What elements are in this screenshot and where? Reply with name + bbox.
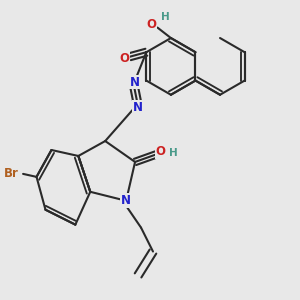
Text: O: O bbox=[146, 18, 157, 31]
Text: N: N bbox=[121, 194, 131, 207]
Text: N: N bbox=[132, 101, 142, 114]
Text: N: N bbox=[129, 76, 140, 88]
Text: H: H bbox=[160, 12, 169, 22]
Text: Br: Br bbox=[4, 167, 19, 180]
Text: O: O bbox=[119, 52, 129, 65]
Text: O: O bbox=[155, 145, 166, 158]
Text: H: H bbox=[169, 148, 177, 158]
